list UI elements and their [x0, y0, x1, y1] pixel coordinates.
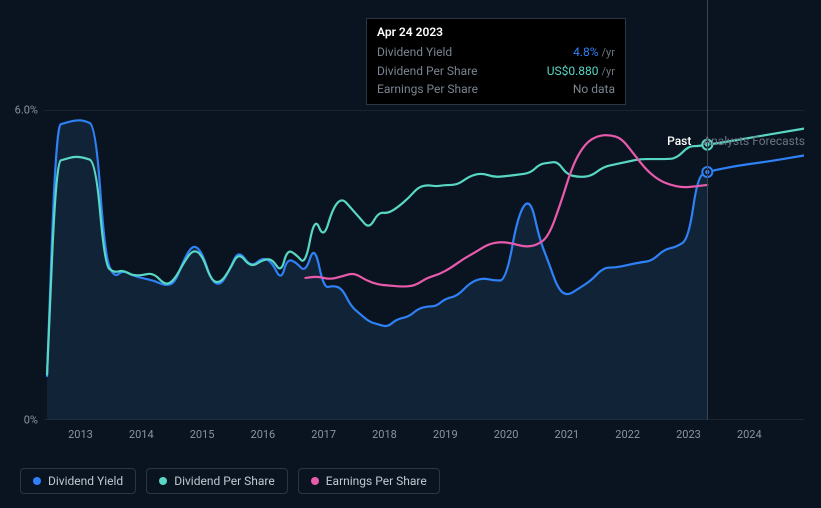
tooltip-row: Dividend Per Share US$0.880/yr [377, 62, 615, 81]
hover-line [707, 0, 708, 420]
y-tick-label: 0% [24, 414, 38, 427]
legend-item[interactable]: Dividend Per Share [146, 468, 288, 494]
legend-label: Earnings Per Share [326, 474, 427, 488]
tooltip-row: Earnings Per Share No data [377, 80, 615, 98]
legend-label: Dividend Yield [48, 474, 123, 488]
tooltip-date: Apr 24 2023 [377, 25, 615, 39]
x-tick-label: 2021 [555, 428, 580, 441]
x-tick-label: 2016 [251, 428, 276, 441]
x-tick-label: 2013 [68, 428, 93, 441]
chart-svg [44, 110, 804, 420]
x-tick-label: 2018 [372, 428, 397, 441]
tooltip-row: Dividend Yield 4.8%/yr [377, 43, 615, 62]
tooltip-row-value: 4.8%/yr [573, 43, 615, 62]
x-tick-label: 2024 [737, 428, 762, 441]
x-tick-label: 2022 [615, 428, 640, 441]
tooltip-row-label: Earnings Per Share [377, 80, 478, 98]
tooltip-rows: Dividend Yield 4.8%/yr Dividend Per Share U… [377, 43, 615, 98]
forecast-label: Analysts Forecasts [703, 134, 805, 148]
x-tick-label: 2023 [676, 428, 701, 441]
y-tick-label: 6.0% [15, 104, 38, 117]
x-tick-label: 2019 [433, 428, 458, 441]
tooltip-row-value: US$0.880/yr [547, 62, 615, 81]
tooltip-row-value: No data [573, 80, 615, 98]
x-tick-label: 2014 [129, 428, 154, 441]
chart-plot[interactable]: 0%6.0% [44, 110, 804, 420]
x-tick-label: 2020 [494, 428, 519, 441]
legend-dot-icon [311, 477, 319, 485]
legend-dot-icon [33, 477, 41, 485]
legend-label: Dividend Per Share [174, 474, 275, 488]
tooltip-row-label: Dividend Per Share [377, 62, 478, 81]
tooltip-row-label: Dividend Yield [377, 43, 452, 62]
legend-dot-icon [159, 477, 167, 485]
x-axis: 2013 2014 2015 2016 2017 2018 2019 2020 2021 2022… [44, 428, 804, 444]
x-tick-label: 2017 [311, 428, 336, 441]
past-label: Past [667, 134, 691, 148]
hover-tooltip: Apr 24 2023 Dividend Yield4.8%/yrDividen… [366, 18, 626, 105]
legend: Dividend Yield Dividend Per Share Earnings… [20, 468, 440, 494]
legend-item[interactable]: Dividend Yield [20, 468, 136, 494]
timeline-division-labels: Past Analysts Forecasts [667, 134, 805, 148]
legend-item[interactable]: Earnings Per Share [298, 468, 440, 494]
x-tick-label: 2015 [190, 428, 215, 441]
